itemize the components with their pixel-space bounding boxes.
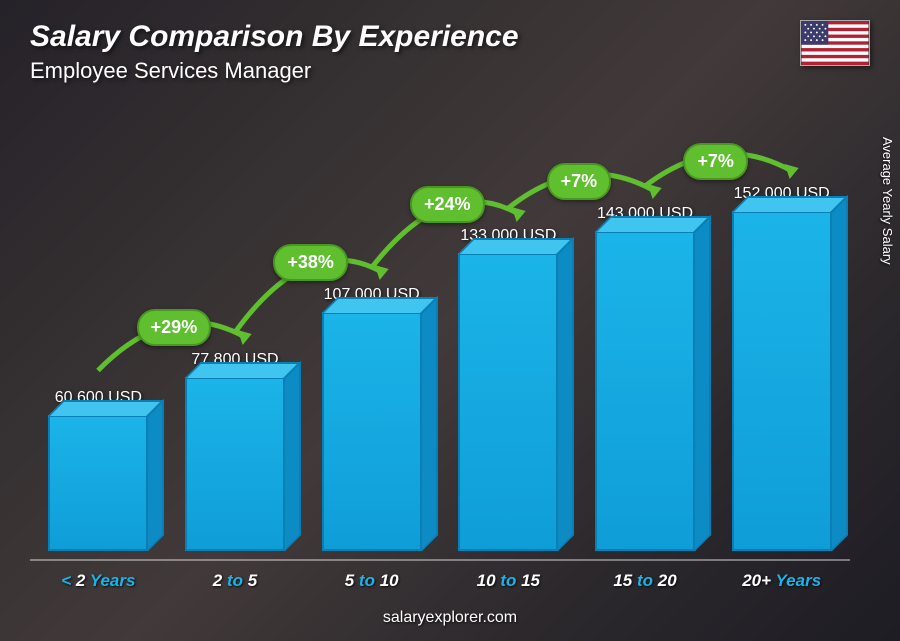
bar-top-face bbox=[48, 400, 164, 416]
bar-front-face bbox=[595, 231, 695, 551]
x-axis: < 2 Years2 to 55 to 1010 to 1515 to 2020… bbox=[30, 559, 850, 591]
bar bbox=[185, 377, 285, 551]
increase-badge: +38% bbox=[273, 244, 348, 281]
bar-group: 60,600 USD bbox=[30, 389, 167, 551]
increase-badge: +29% bbox=[137, 309, 212, 346]
bar-side-face bbox=[558, 237, 574, 551]
page-subtitle: Employee Services Manager bbox=[30, 58, 519, 84]
bar-front-face bbox=[48, 415, 148, 551]
header: Salary Comparison By Experience Employee… bbox=[30, 20, 870, 84]
bar-side-face bbox=[832, 195, 848, 551]
bar-side-face bbox=[695, 215, 711, 551]
bar bbox=[595, 231, 695, 551]
bar-side-face bbox=[148, 399, 164, 551]
x-axis-label: 2 to 5 bbox=[167, 571, 304, 591]
us-flag-icon bbox=[800, 20, 870, 66]
bar-front-face bbox=[185, 377, 285, 551]
footer-site: salaryexplorer.com bbox=[0, 609, 900, 627]
bar bbox=[458, 253, 558, 551]
bar-front-face bbox=[322, 312, 422, 551]
increase-badge: +7% bbox=[547, 163, 612, 200]
increase-badge: +24% bbox=[410, 186, 485, 223]
bar-front-face bbox=[732, 211, 832, 551]
bar-group: 133,000 USD bbox=[440, 227, 577, 551]
x-axis-label: < 2 Years bbox=[30, 571, 167, 591]
x-axis-label: 15 to 20 bbox=[577, 571, 714, 591]
bar bbox=[732, 211, 832, 551]
bar-group: 143,000 USD bbox=[577, 205, 714, 551]
bar bbox=[48, 415, 148, 551]
bar-side-face bbox=[285, 361, 301, 551]
x-axis-label: 20+ Years bbox=[713, 571, 850, 591]
page-title: Salary Comparison By Experience bbox=[30, 20, 519, 54]
bar-group: 152,000 USD bbox=[713, 185, 850, 551]
title-block: Salary Comparison By Experience Employee… bbox=[30, 20, 519, 84]
increase-badge: +7% bbox=[683, 143, 748, 180]
y-axis-label: Average Yearly Salary bbox=[881, 136, 896, 264]
x-axis-label: 10 to 15 bbox=[440, 571, 577, 591]
x-axis-label: 5 to 10 bbox=[303, 571, 440, 591]
bar bbox=[322, 312, 422, 551]
bar-front-face bbox=[458, 253, 558, 551]
bar-side-face bbox=[422, 296, 438, 551]
